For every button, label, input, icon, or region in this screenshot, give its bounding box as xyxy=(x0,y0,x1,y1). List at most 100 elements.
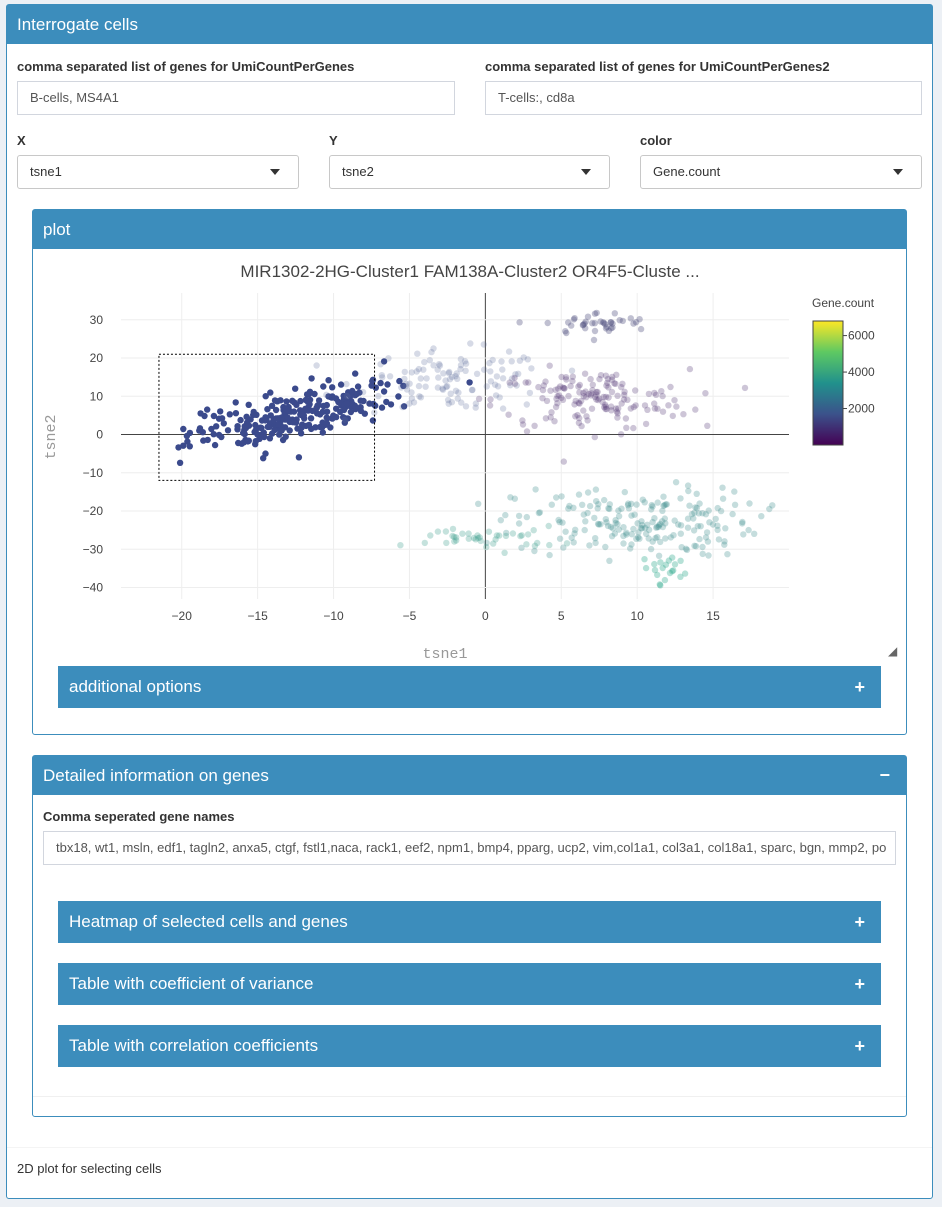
data-point xyxy=(702,534,710,541)
data-point xyxy=(565,319,572,326)
data-point xyxy=(588,390,595,397)
data-point xyxy=(587,375,594,383)
data-point xyxy=(644,521,651,528)
data-point xyxy=(662,520,669,527)
y-tick-label: 20 xyxy=(90,351,104,365)
data-point xyxy=(580,389,587,397)
gene-names-input[interactable]: tbx18, wt1, msln, edf1, tagln2, anxa5, c… xyxy=(43,831,896,865)
data-point xyxy=(741,384,749,392)
data-point xyxy=(220,420,227,427)
data-point xyxy=(555,516,562,524)
resize-handle-icon[interactable]: ◢ xyxy=(888,644,898,658)
data-point xyxy=(502,511,509,519)
data-point xyxy=(421,358,428,366)
genes-box: Detailed information on genes − Comma se… xyxy=(32,755,907,1117)
data-point xyxy=(602,403,610,410)
data-point xyxy=(608,407,615,414)
data-point xyxy=(649,538,656,545)
data-point xyxy=(621,391,628,398)
chart-title: MIR1302-2HG-Cluster1 FAM138A-Cluster2 OR… xyxy=(240,262,699,281)
data-point xyxy=(369,417,377,424)
genes-box-header[interactable]: Detailed information on genes − xyxy=(33,756,906,795)
scatter-plot[interactable]: MIR1302-2HG-Cluster1 FAM138A-Cluster2 OR… xyxy=(33,249,906,661)
y-tick-label: 30 xyxy=(90,313,104,327)
data-point xyxy=(715,536,723,543)
data-point xyxy=(665,402,672,409)
data-point xyxy=(307,415,315,422)
data-point xyxy=(401,375,408,383)
data-point xyxy=(630,403,637,411)
data-point xyxy=(665,557,673,564)
data-point xyxy=(586,542,593,549)
data-point xyxy=(684,482,692,489)
genes2-input[interactable]: T-cells:, cd8a xyxy=(485,81,922,115)
data-point xyxy=(642,564,650,572)
data-point xyxy=(601,404,608,411)
data-point xyxy=(583,413,590,420)
heatmap-section-button[interactable]: Heatmap of selected cells and genes + xyxy=(58,901,881,943)
data-point xyxy=(470,534,478,542)
genes1-input[interactable]: B-cells, MS4A1 xyxy=(17,81,455,115)
data-point xyxy=(301,407,309,414)
data-point xyxy=(354,383,362,390)
additional-options-label: additional options xyxy=(69,677,202,696)
data-point xyxy=(612,517,619,524)
data-point xyxy=(426,357,433,364)
cv-table-section-button[interactable]: Table with coefficient of variance + xyxy=(58,963,881,1005)
data-point xyxy=(530,527,537,534)
x-select[interactable]: tsne1 xyxy=(17,155,299,189)
data-point xyxy=(559,396,567,403)
data-point xyxy=(403,386,411,393)
selection-box[interactable] xyxy=(158,353,376,481)
data-point xyxy=(483,543,490,551)
data-point xyxy=(580,321,587,328)
data-point xyxy=(597,318,604,325)
data-point xyxy=(666,569,674,577)
data-point xyxy=(582,318,589,325)
data-point xyxy=(653,524,660,531)
data-point xyxy=(465,530,472,537)
data-point xyxy=(688,511,696,518)
data-point xyxy=(359,388,367,396)
data-point xyxy=(609,324,616,331)
y-select[interactable]: tsne2 xyxy=(329,155,610,189)
data-point xyxy=(607,319,614,326)
data-point xyxy=(605,384,612,391)
data-point xyxy=(619,317,626,325)
data-point xyxy=(706,519,713,526)
data-point xyxy=(497,517,504,524)
data-point xyxy=(449,525,457,533)
data-point xyxy=(654,499,661,506)
data-point xyxy=(580,511,587,518)
data-point xyxy=(659,408,667,415)
correlation-table-section-button[interactable]: Table with correlation coefficients + xyxy=(58,1025,881,1067)
data-point xyxy=(695,510,702,517)
data-point xyxy=(525,379,532,386)
additional-options-button[interactable]: additional options + xyxy=(58,666,881,708)
data-point xyxy=(475,534,482,542)
data-point xyxy=(473,370,481,377)
data-point xyxy=(480,341,487,348)
minus-icon[interactable]: − xyxy=(879,765,890,785)
data-point xyxy=(423,375,430,382)
color-select[interactable]: Gene.count xyxy=(640,155,922,189)
data-point xyxy=(677,573,684,580)
data-point xyxy=(580,407,587,414)
scatter-points[interactable] xyxy=(175,309,776,589)
data-point xyxy=(408,395,416,402)
data-point xyxy=(183,432,191,440)
data-point xyxy=(691,509,698,516)
data-point xyxy=(210,412,218,420)
data-point xyxy=(554,400,561,407)
data-point xyxy=(434,384,442,391)
data-point xyxy=(528,365,535,372)
data-point xyxy=(670,532,677,539)
data-point xyxy=(585,391,592,398)
data-point xyxy=(627,545,634,552)
data-point xyxy=(702,390,709,397)
data-point xyxy=(224,427,232,434)
data-point xyxy=(618,383,625,391)
data-point xyxy=(323,420,331,427)
data-point xyxy=(615,405,622,412)
data-point xyxy=(547,387,554,394)
